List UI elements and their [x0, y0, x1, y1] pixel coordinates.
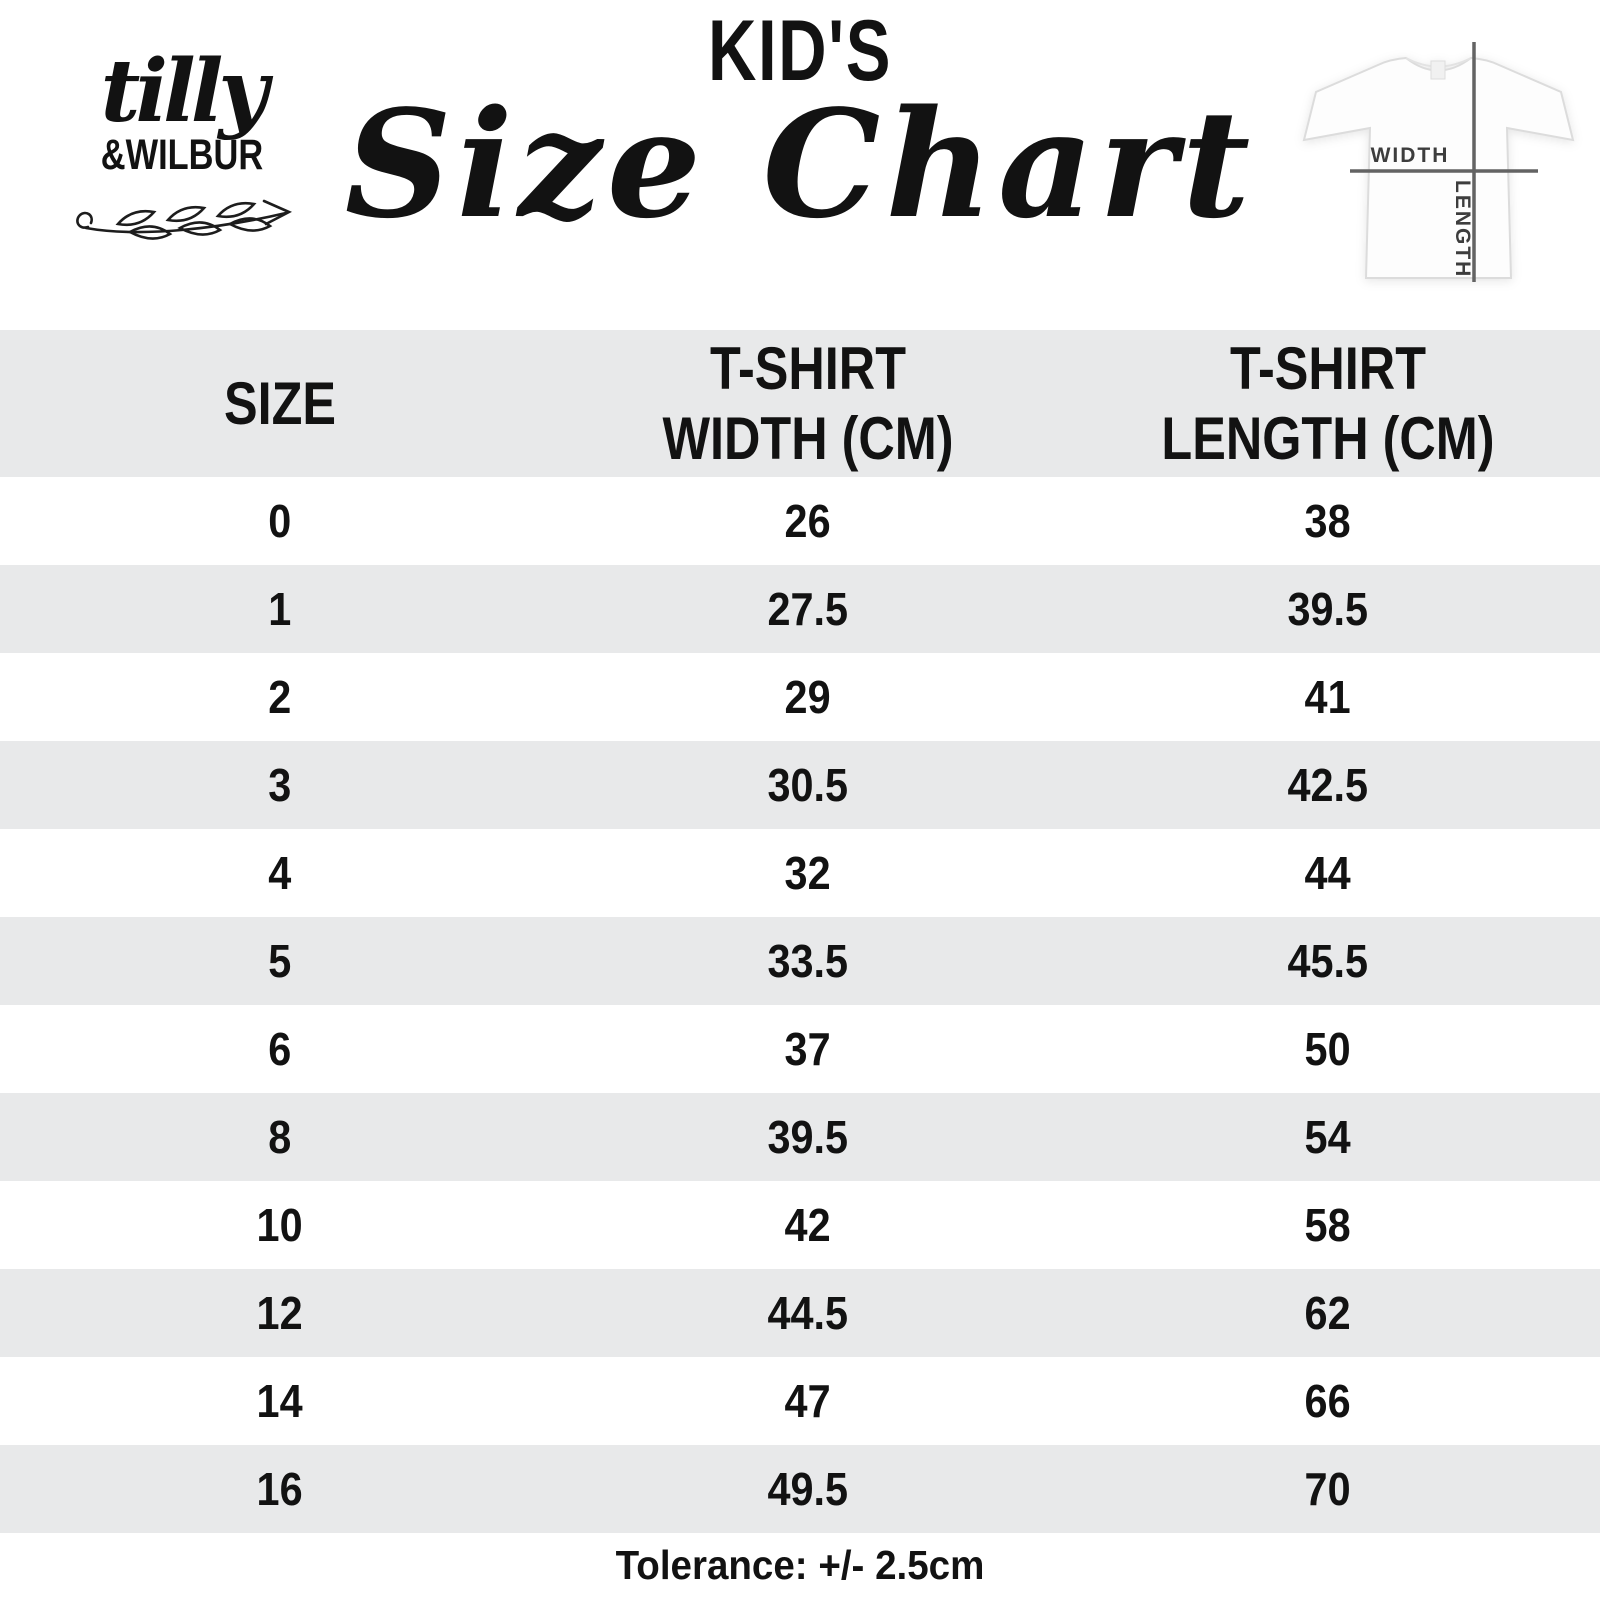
size-cell: 5: [268, 935, 292, 987]
size-cell: 16: [256, 1463, 304, 1515]
length-cell: 66: [1304, 1375, 1352, 1427]
size-cell: 14: [256, 1375, 304, 1427]
table-row: 0 26 38: [0, 477, 1600, 565]
brand-name-script: tilly: [100, 41, 269, 142]
width-label: WIDTH: [1371, 144, 1450, 167]
column-header-size: SIZE: [223, 369, 337, 437]
size-cell: 12: [256, 1287, 304, 1339]
brand-logo: tilly &WILBUR: [72, 41, 293, 244]
width-cell: 37: [784, 1023, 832, 1075]
size-table-header: SIZE T-SHIRT WIDTH (CM) T-SHIRT LENGTH (CM…: [0, 330, 1600, 477]
title-block: KID'S Size Chart: [0, 2, 1600, 242]
length-label: LENGTH: [1451, 180, 1474, 278]
table-row: 3 30.5 42.5: [0, 741, 1600, 829]
length-cell: 50: [1304, 1023, 1352, 1075]
size-cell: 10: [256, 1199, 304, 1251]
width-cell: 30.5: [767, 759, 849, 811]
length-cell: 42.5: [1287, 759, 1369, 811]
table-row: 5 33.5 45.5: [0, 917, 1600, 1005]
width-cell: 47: [784, 1375, 832, 1427]
title-kicker: KID'S: [707, 3, 893, 99]
length-cell: 70: [1304, 1463, 1352, 1515]
size-table-body: 0 26 38 1 27.5 39.5 2 29 41 3 30.5 42.5 …: [0, 477, 1600, 1533]
laurel-branch-icon: [76, 199, 293, 240]
size-table: SIZE T-SHIRT WIDTH (CM) T-SHIRT LENGTH (CM…: [0, 330, 1600, 1533]
length-cell: 58: [1304, 1199, 1352, 1251]
header-row: SIZE T-SHIRT WIDTH (CM) T-SHIRT LENGTH (CM…: [0, 330, 1600, 477]
width-cell: 26: [784, 495, 832, 547]
tshirt-outline: [1302, 56, 1575, 279]
length-cell: 45.5: [1287, 935, 1369, 987]
table-row: 2 29 41: [0, 653, 1600, 741]
width-cell: 39.5: [767, 1111, 849, 1163]
table-row: 4 32 44: [0, 829, 1600, 917]
length-cell: 54: [1304, 1111, 1352, 1163]
measure-lines: [1350, 42, 1538, 282]
width-cell: 27.5: [767, 583, 849, 635]
tshirt-diagram: WIDTH LENGTH: [1284, 28, 1594, 303]
size-cell: 1: [268, 583, 292, 635]
table-row: 16 49.5 70: [0, 1445, 1600, 1533]
size-cell: 8: [268, 1111, 292, 1163]
brand-name-caps: &WILBUR: [100, 131, 264, 180]
size-cell: 6: [268, 1023, 292, 1075]
width-cell: 32: [784, 847, 832, 899]
length-cell: 38: [1304, 495, 1352, 547]
table-row: 1 27.5 39.5: [0, 565, 1600, 653]
neck-label: [1430, 60, 1446, 80]
length-cell: 41: [1304, 671, 1352, 723]
width-cell: 49.5: [767, 1463, 849, 1515]
length-cell: 39.5: [1287, 583, 1369, 635]
width-cell: 33.5: [767, 935, 849, 987]
column-header-length: T-SHIRT LENGTH (CM): [1161, 334, 1495, 472]
table-row: 8 39.5 54: [0, 1093, 1600, 1181]
header: tilly &WILBUR KID'S Size Chart: [0, 0, 1600, 330]
length-cell: 44: [1304, 847, 1352, 899]
table-row: 6 37 50: [0, 1005, 1600, 1093]
table-row: 10 42 58: [0, 1181, 1600, 1269]
size-cell: 0: [268, 495, 292, 547]
width-cell: 29: [784, 671, 832, 723]
size-cell: 2: [268, 671, 292, 723]
tolerance-note: Tolerance: +/- 2.5cm: [615, 1542, 985, 1588]
size-cell: 4: [268, 847, 292, 899]
length-cell: 62: [1304, 1287, 1352, 1339]
width-cell: 42: [784, 1199, 832, 1251]
column-header-width: T-SHIRT WIDTH (CM): [662, 334, 954, 472]
size-cell: 3: [268, 759, 292, 811]
table-row: 14 47 66: [0, 1357, 1600, 1445]
page-title: Size Chart: [344, 77, 1256, 251]
width-cell: 44.5: [767, 1287, 849, 1339]
table-row: 12 44.5 62: [0, 1269, 1600, 1357]
